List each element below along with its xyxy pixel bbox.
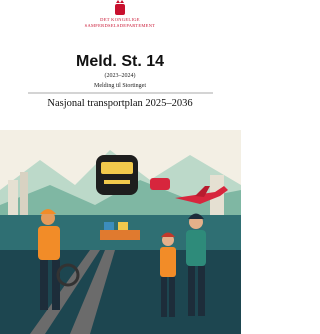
plan-title: Nasjonal transportplan 2025–2036 xyxy=(47,98,192,109)
document-title: Meld. St. 14 xyxy=(76,53,164,70)
illustration-shape xyxy=(104,180,130,184)
illustration-shape xyxy=(20,172,28,215)
subtitle: Melding til Stortinget xyxy=(94,83,146,89)
illustration xyxy=(0,130,241,334)
ministry-line: SAMFERDSELSDEPARTEMENT xyxy=(85,23,156,28)
crest-shield xyxy=(115,4,125,15)
illustration-shape xyxy=(160,247,176,277)
page: DET KONGELIGE SAMFERDSELSDEPARTEMENT Mel… xyxy=(0,0,241,334)
ministry-line: DET KONGELIGE xyxy=(100,17,140,22)
cover: DET KONGELIGE SAMFERDSELSDEPARTEMENT Mel… xyxy=(0,0,241,334)
illustration-shape xyxy=(38,226,60,260)
illustration-shape xyxy=(188,266,195,316)
illustration-shape xyxy=(8,180,18,215)
illustration-shape xyxy=(100,230,140,240)
illustration-shape xyxy=(118,222,128,230)
illustration-shape xyxy=(101,162,133,174)
illustration-shape xyxy=(169,277,175,317)
illustration-shape xyxy=(40,260,48,310)
illustration-shape xyxy=(104,222,114,230)
illustration-shape xyxy=(150,178,170,190)
session: (2023–2024) xyxy=(105,72,136,79)
illustration-shape xyxy=(186,230,206,266)
illustration-shape xyxy=(198,266,205,316)
illustration-shape xyxy=(52,260,60,310)
illustration-shape xyxy=(96,155,138,195)
illustration-shape xyxy=(161,277,167,317)
